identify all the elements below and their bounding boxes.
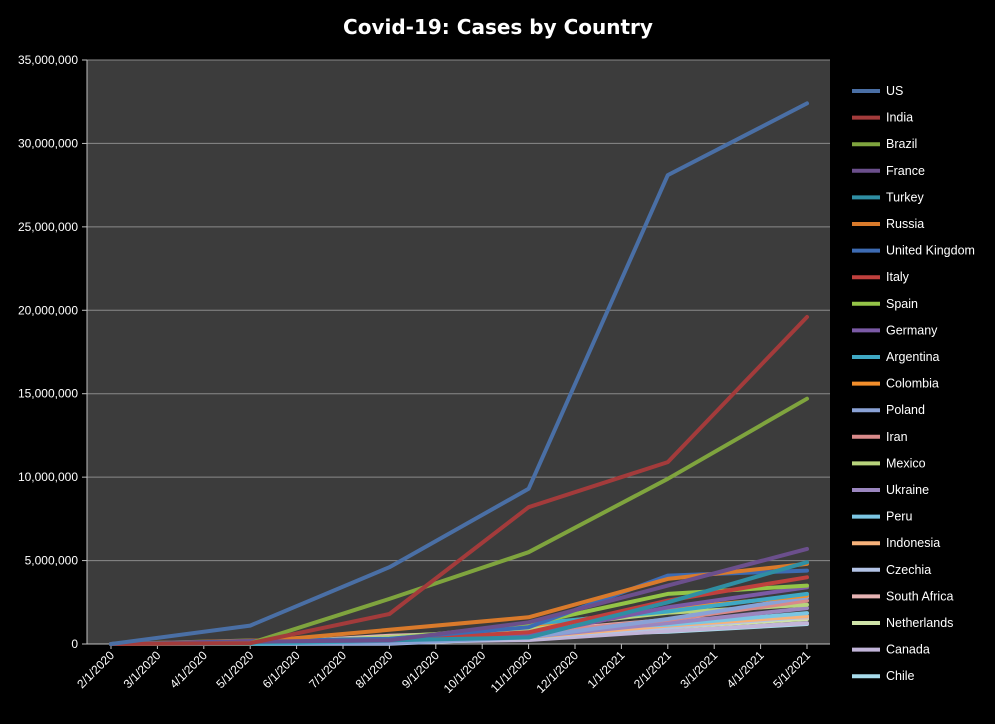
x-tick-label: 1/1/2021	[585, 648, 628, 691]
legend-label-brazil: Brazil	[886, 137, 917, 151]
legend-label-czechia: Czechia	[886, 563, 931, 577]
legend-label-indonesia: Indonesia	[886, 536, 940, 550]
x-tick-label: 9/1/2020	[399, 648, 442, 691]
legend-label-peru: Peru	[886, 510, 912, 524]
chart-title: Covid-19: Cases by Country	[343, 15, 653, 39]
x-tick-label: 4/1/2020	[167, 648, 210, 691]
series-line-us	[109, 101, 809, 646]
legend-label-us: US	[886, 84, 903, 98]
legend-label-germany: Germany	[886, 323, 938, 337]
x-tick-label: 5/1/2021	[770, 648, 813, 691]
series-line-india	[109, 315, 809, 646]
y-tick-label: 5,000,000	[25, 554, 79, 568]
y-tick-label: 25,000,000	[18, 220, 78, 234]
y-tick-label: 10,000,000	[18, 470, 78, 484]
x-tick-label: 6/1/2020	[260, 648, 303, 691]
legend-label-poland: Poland	[886, 403, 925, 417]
x-tick-label: 4/1/2021	[724, 648, 767, 691]
legend-label-iran: Iran	[886, 430, 908, 444]
y-tick-label: 0	[71, 637, 78, 651]
x-tick-label: 12/1/2020	[533, 648, 581, 696]
x-tick-label: 11/1/2020	[488, 648, 535, 695]
legend-label-canada: Canada	[886, 643, 930, 657]
legend-label-chile: Chile	[886, 669, 915, 683]
legend: US India Brazil France Turkey Russia United Ki…	[852, 84, 975, 683]
legend-label-india: India	[886, 111, 913, 125]
x-tick-label: 8/1/2020	[353, 648, 396, 691]
x-tick-label: 3/1/2021	[677, 648, 720, 691]
x-tick-label: 7/1/2020	[306, 648, 349, 691]
legend-label-ukraine: Ukraine	[886, 483, 929, 497]
y-tick-label: 15,000,000	[18, 387, 78, 401]
legend-label-mexico: Mexico	[886, 456, 926, 470]
series-lines	[109, 101, 809, 646]
legend-label-colombia: Colombia	[886, 377, 939, 391]
gridlines	[87, 59, 830, 562]
legend-label-italy: Italy	[886, 270, 910, 284]
y-tick-label: 35,000,000	[18, 53, 78, 67]
legend-label-south-africa: South Africa	[886, 589, 953, 603]
x-tick-label: 2/1/2021	[631, 648, 674, 691]
legend-label-russia: Russia	[886, 217, 924, 231]
x-tick-label: 2/1/2020	[74, 648, 117, 691]
x-tick-label: 10/1/2020	[441, 648, 489, 696]
legend-label-france: France	[886, 164, 925, 178]
legend-label-united-kingdom: United Kingdom	[886, 244, 975, 258]
legend-label-netherlands: Netherlands	[886, 616, 953, 630]
x-tick-label: 3/1/2020	[121, 648, 164, 691]
legend-label-spain: Spain	[886, 297, 918, 311]
legend-label-argentina: Argentina	[886, 350, 940, 364]
y-tick-label: 20,000,000	[18, 303, 78, 317]
y-tick-label: 30,000,000	[18, 136, 78, 150]
legend-label-turkey: Turkey	[886, 190, 924, 204]
x-tick-label: 5/1/2020	[213, 648, 256, 691]
